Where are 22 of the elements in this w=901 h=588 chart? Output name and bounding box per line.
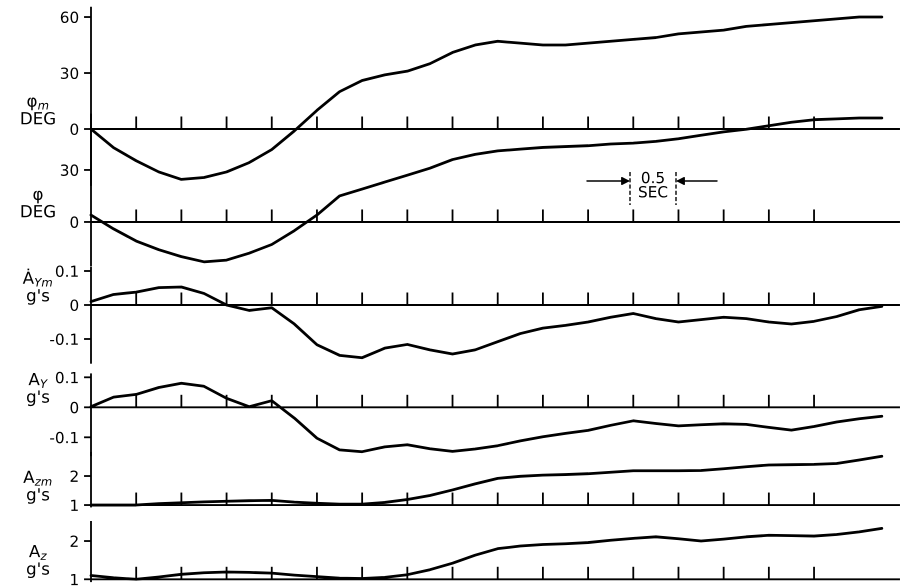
y-tick-label: 0	[70, 299, 78, 312]
y-axis-title: A$_{Y}$ g's	[26, 373, 50, 406]
y-tick-label: 30	[60, 164, 78, 176]
y-tick-label: 0	[70, 123, 78, 136]
y-axis-title: A$_{zm}$ g's	[23, 470, 52, 504]
y-tick-label: 60	[60, 11, 78, 24]
y-tick-label: 2	[70, 470, 78, 482]
y-tick-label: 1	[71, 500, 78, 511]
y-tick-label: 30	[60, 67, 78, 80]
y-tick-label: 0	[70, 402, 78, 414]
y-tick-label: -0.1	[50, 432, 78, 444]
y-tick-label: 0	[70, 216, 78, 228]
y-tick-label: -0.1	[50, 333, 78, 346]
annotation: 0.5 SEC	[638, 172, 668, 198]
y-axis-title: Ȧ$_{Ym}$ g's	[22, 268, 52, 305]
y-tick-label: 1	[71, 574, 78, 586]
y-tick-label: 0.1	[56, 265, 78, 278]
y-axis-title: A$_{z}$ g's	[26, 545, 50, 578]
y-axis-title: φ DEG	[21, 190, 55, 218]
y-axis-title: φ$_{m}$ DEG	[21, 98, 55, 125]
y-tick-label: 2	[70, 535, 78, 547]
y-tick-label: 0.1	[56, 372, 78, 384]
